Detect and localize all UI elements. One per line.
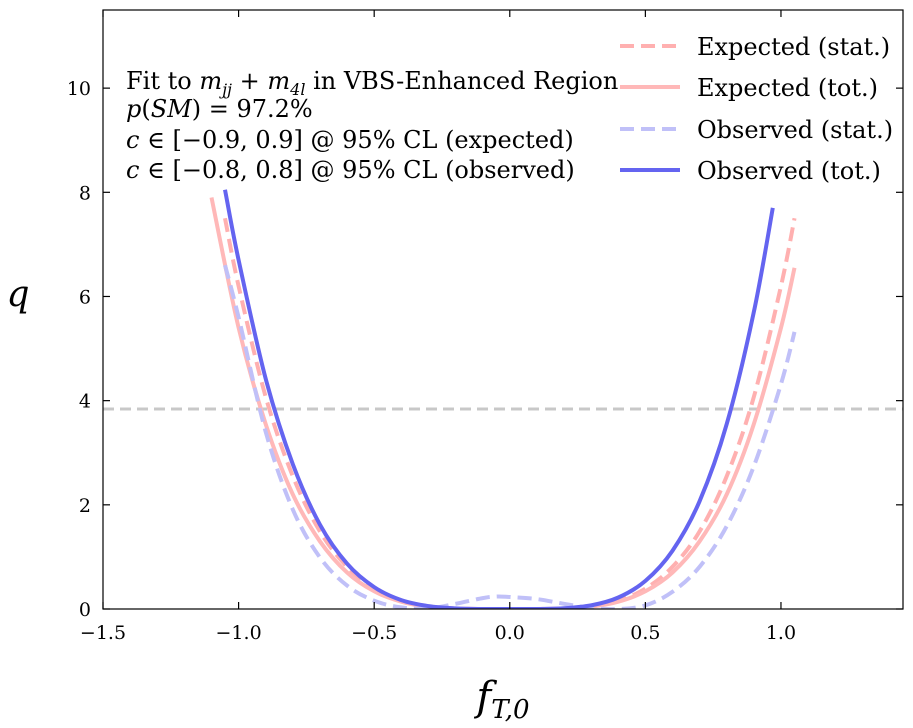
annotation-fit-region: Fit to mjj + m4l in VBS-Enhanced Region [126,67,618,99]
x-tick-label: −1.5 [80,622,126,644]
y-tick-label: 0 [79,599,91,621]
annotation-observed-cl: c ∈ [−0.8, 0.8] @ 95% CL (observed) [126,156,575,184]
y-tick-label: 8 [79,182,91,204]
y-tick-label: 4 [79,391,91,413]
legend-label: Observed (tot.) [697,157,881,185]
annotation-psm: p(SM) = 97.2% [126,95,313,123]
legend-label: Expected (tot.) [697,74,878,102]
legend: Expected (stat.) Expected (tot.) Observed … [620,33,893,185]
annotation-expected-cl: c ∈ [−0.9, 0.9] @ 95% CL (expected) [126,126,574,154]
legend-label: Observed (stat.) [697,116,893,144]
x-tick-label: 1.0 [766,622,796,644]
legend-label: Expected (stat.) [697,33,890,61]
series-layer [209,189,797,609]
y-axis-title: q [6,274,29,315]
y-axis-ticks: 0 2 4 6 8 10 [67,78,903,621]
y-tick-label: 6 [79,286,91,308]
x-tick-label: −1.0 [216,622,262,644]
x-tick-label: 0.0 [495,622,525,644]
y-tick-label: 10 [67,78,91,100]
x-tick-label: 0.5 [630,622,660,644]
series-line-observed-stat [223,264,797,609]
plot-frame [102,9,904,610]
y-tick-label: 2 [79,495,91,517]
series-line-expected-stat [223,217,797,609]
series-line-observed-tot [223,189,775,609]
series-line-expected-tot [209,197,797,609]
x-tick-label: −0.5 [351,622,397,644]
x-axis-ticks: −1.5 −1.0 −0.5 0.0 0.5 1.0 [80,10,796,644]
